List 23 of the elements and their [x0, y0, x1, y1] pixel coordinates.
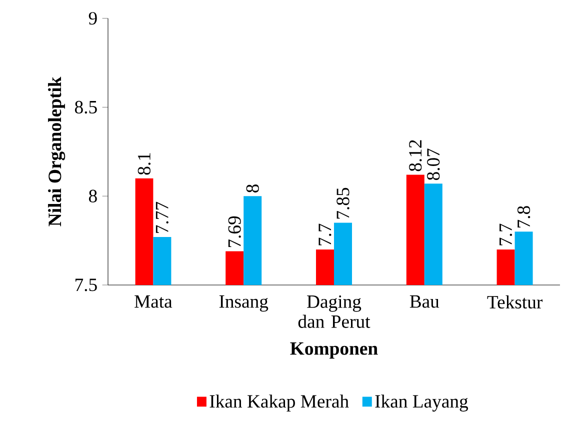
data-label: 7.85 [336, 188, 350, 219]
y-axis-title: Nilai Organoleptik [48, 76, 66, 226]
x-tick-label: Tekstur [487, 295, 543, 309]
data-label: 8 [246, 184, 259, 192]
x-tick-label: Insang [219, 295, 268, 312]
x-tick-label: Bau [410, 295, 440, 308]
legend-label: Ikan Layang [375, 394, 468, 412]
data-label: 7.77 [156, 202, 168, 233]
legend-label: Ikan Kakap Merah [210, 394, 349, 412]
data-label: 8.12 [409, 140, 422, 172]
x-tick-label: Daging dan Perut [298, 295, 370, 328]
y-tick-label: 9 [88, 12, 97, 25]
x-axis-title: Komponen [290, 342, 378, 359]
data-label: 7.7 [318, 224, 332, 246]
y-tick-label: 8.5 [74, 100, 97, 114]
y-tick-label: 8 [88, 190, 97, 202]
data-label: 7.7 [500, 224, 512, 246]
x-tick-label: Mata [134, 295, 172, 308]
data-label: 8.1 [138, 153, 151, 175]
data-label: 7.69 [228, 216, 241, 248]
y-tick-label: 7.5 [76, 278, 97, 292]
data-label: 8.07 [427, 148, 440, 180]
data-label: 7.8 [517, 206, 530, 228]
